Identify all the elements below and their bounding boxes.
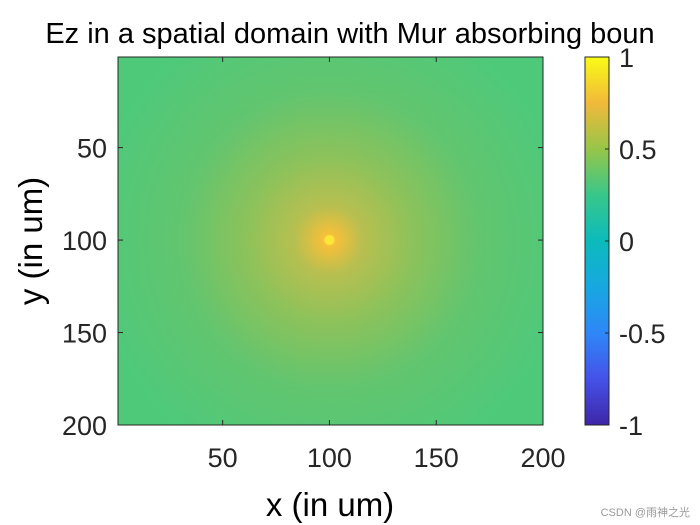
x-tick-label-150: 150 [414,443,459,473]
watermark: CSDN @雨神之光 [601,505,690,519]
colorbar-ticks: 1 0.5 0 -0.5 -1 [605,43,666,441]
colorbar-tick-label-0: 1 [619,43,634,73]
colorbar-tick-label-1: 0.5 [619,135,657,165]
source-point [324,235,335,246]
y-tick-label-200: 200 [62,411,107,441]
x-axis-ticks: 50 100 150 200 [208,57,566,473]
x-tick-label-50: 50 [208,443,238,473]
x-tick-label-200: 200 [520,443,565,473]
plot-area [117,56,544,426]
y-axis-label: y (in um) [12,177,49,305]
colorbar-tick-label-4: -1 [619,411,643,441]
x-tick-label-100: 100 [307,443,352,473]
y-tick-label-150: 150 [62,319,107,349]
colorbar-tick-label-2: 0 [619,227,634,257]
chart-title: Ez in a spatial domain with Mur absorbin… [45,18,654,50]
y-axis-ticks: 50 100 150 200 [62,134,543,441]
colorbar-tick-label-3: -0.5 [619,319,666,349]
y-tick-label-50: 50 [77,134,107,164]
x-axis-label: x (in um) [266,486,394,523]
plot-frame [117,56,544,426]
colorbar: 1 0.5 0 -0.5 -1 [584,43,666,441]
y-tick-label-100: 100 [62,226,107,256]
